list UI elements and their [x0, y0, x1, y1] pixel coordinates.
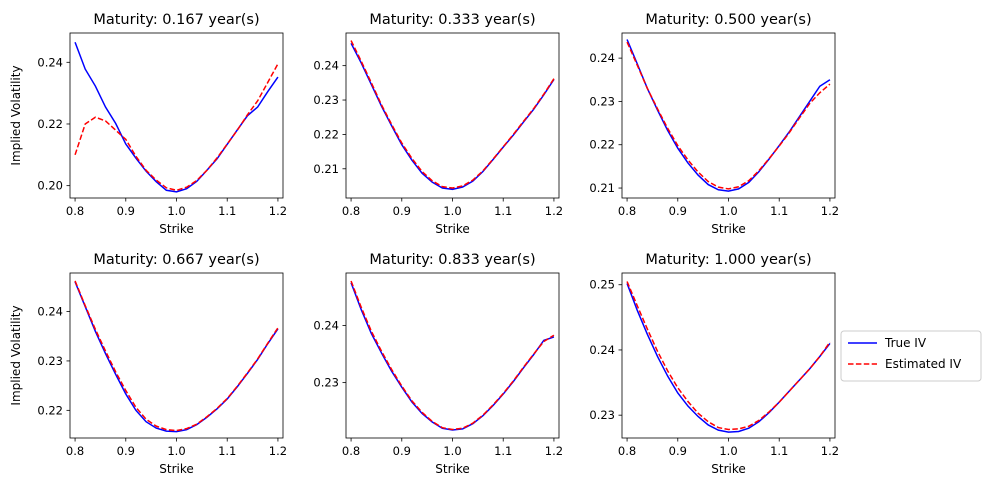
- y-tick-label: 0.22: [37, 117, 63, 131]
- x-tick-label: 1.0: [719, 444, 737, 458]
- x-tick-label: 0.9: [117, 444, 135, 458]
- axes-frame: [69, 272, 284, 439]
- true-iv-line-2: [350, 42, 555, 191]
- true-iv-line-4: [74, 281, 279, 433]
- x-tick-label: 0.8: [66, 204, 84, 218]
- y-tick-label: 0.24: [37, 55, 63, 69]
- x-axis-label: Strike: [159, 462, 194, 476]
- x-axis-label: Strike: [159, 222, 194, 236]
- x-tick-label: 1.1: [218, 444, 236, 458]
- x-tick-label: 0.9: [393, 444, 411, 458]
- subplot-title: Maturity: 0.500 year(s): [645, 12, 811, 28]
- estimated-iv-line-1: [74, 63, 279, 192]
- x-tick-label: 1.2: [269, 444, 287, 458]
- subplot-6: 0.8 0.9 1.0 1.1 1.2 0.23 0.24 0.25 Maturity: 1.0…: [589, 252, 839, 476]
- subplot-title: Maturity: 0.167 year(s): [93, 12, 259, 28]
- subplot-title: Maturity: 1.000 year(s): [645, 252, 811, 268]
- x-tick-label: 0.8: [66, 444, 84, 458]
- subplot-title: Maturity: 0.333 year(s): [369, 12, 535, 28]
- axes-frame: [69, 32, 284, 199]
- x-tick-label: 1.1: [218, 204, 236, 218]
- subplot-3: 0.8 0.9 1.0 1.1 1.2 0.21 0.22 0.23 0.24 Maturity:…: [589, 12, 839, 236]
- estimated-iv-line-6: [626, 281, 831, 431]
- y-tick-label: 0.23: [589, 408, 615, 422]
- x-tick-label: 1.0: [719, 204, 737, 218]
- x-axis-label: Strike: [435, 222, 470, 236]
- legend-true-iv-label: True IV: [884, 336, 927, 350]
- x-tick-label: 1.0: [443, 444, 461, 458]
- x-tick-label: 0.8: [618, 204, 636, 218]
- y-tick-label: 0.21: [313, 162, 339, 176]
- subplot-title: Maturity: 0.667 year(s): [93, 252, 259, 268]
- estimated-iv-line-3: [626, 41, 831, 190]
- subplot-title: Maturity: 0.833 year(s): [369, 252, 535, 268]
- estimated-iv-line-4: [74, 280, 279, 432]
- subplot-2: 0.8 0.9 1.0 1.1 1.2 0.21 0.22 0.23 0.24 Maturity:…: [313, 12, 563, 236]
- subplot-4: 0.8 0.9 1.0 1.1 1.2 0.22 0.23 0.24 Maturity: 0.6…: [9, 252, 287, 476]
- x-tick-label: 0.9: [393, 204, 411, 218]
- x-axis-label: Strike: [435, 462, 470, 476]
- true-iv-line-6: [626, 283, 831, 433]
- x-tick-label: 0.8: [618, 444, 636, 458]
- axes-frame: [345, 272, 560, 439]
- y-tick-label: 0.23: [37, 354, 63, 368]
- true-iv-line-5: [350, 282, 555, 431]
- estimated-iv-line-2: [350, 40, 555, 189]
- y-tick-label: 0.22: [589, 138, 615, 152]
- y-tick-label: 0.24: [589, 343, 615, 357]
- y-tick-label: 0.24: [313, 59, 339, 73]
- axes-frame: [345, 32, 560, 199]
- x-tick-label: 0.8: [342, 444, 360, 458]
- x-tick-label: 1.2: [821, 444, 839, 458]
- y-tick-label: 0.24: [589, 51, 615, 65]
- x-tick-label: 1.1: [494, 444, 512, 458]
- true-iv-line-3: [626, 39, 831, 192]
- y-tick-label: 0.23: [313, 376, 339, 390]
- subplot-1: 0.8 0.9 1.0 1.1 1.2 0.20 0.22 0.24 Maturity: 0.1…: [9, 12, 287, 236]
- y-tick-label: 0.20: [37, 179, 63, 193]
- x-tick-label: 1.0: [167, 204, 185, 218]
- x-tick-label: 0.9: [117, 204, 135, 218]
- subplot-5: 0.8 0.9 1.0 1.1 1.2 0.23 0.24 Maturity: 0.833 y…: [313, 252, 563, 476]
- estimated-iv-line-5: [350, 280, 555, 431]
- legend: True IV Estimated IV: [840, 330, 982, 382]
- legend-estimated-iv-label: Estimated IV: [885, 357, 962, 371]
- y-tick-label: 0.23: [313, 93, 339, 107]
- y-tick-label: 0.25: [589, 278, 615, 292]
- y-tick-label: 0.22: [313, 127, 339, 141]
- x-tick-label: 0.9: [669, 444, 687, 458]
- x-tick-label: 1.1: [494, 204, 512, 218]
- y-tick-label: 0.21: [589, 181, 615, 195]
- x-tick-label: 1.0: [443, 204, 461, 218]
- y-axis-label: Implied Volatility: [9, 65, 23, 165]
- x-tick-label: 1.2: [545, 444, 563, 458]
- x-tick-label: 1.2: [821, 204, 839, 218]
- x-tick-label: 0.9: [669, 204, 687, 218]
- y-tick-label: 0.24: [37, 305, 63, 319]
- y-tick-label: 0.22: [37, 403, 63, 417]
- y-tick-label: 0.23: [589, 94, 615, 108]
- y-tick-label: 0.24: [313, 319, 339, 333]
- x-tick-label: 1.1: [770, 444, 788, 458]
- x-axis-label: Strike: [711, 222, 746, 236]
- true-iv-line-1: [74, 41, 279, 193]
- x-tick-label: 1.2: [545, 204, 563, 218]
- x-tick-label: 0.8: [342, 204, 360, 218]
- y-axis-label: Implied Volatility: [9, 305, 23, 405]
- x-axis-label: Strike: [711, 462, 746, 476]
- x-tick-label: 1.1: [770, 204, 788, 218]
- axes-frame: [621, 272, 836, 439]
- axes-frame: [621, 32, 836, 199]
- x-tick-label: 1.0: [167, 444, 185, 458]
- x-tick-label: 1.2: [269, 204, 287, 218]
